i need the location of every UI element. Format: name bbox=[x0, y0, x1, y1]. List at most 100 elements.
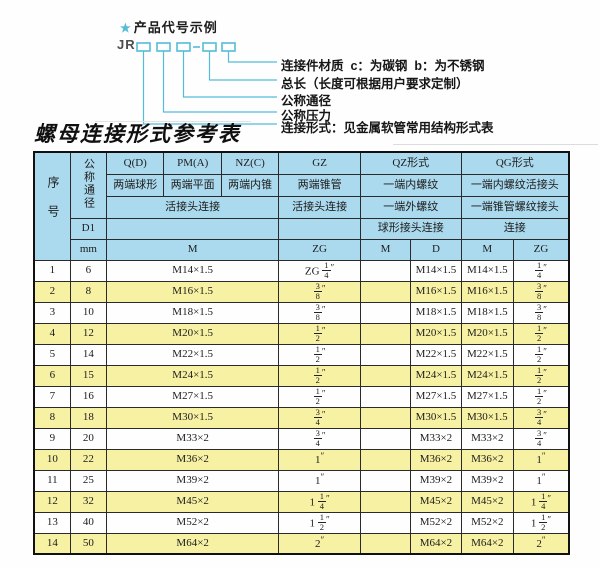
subheader-gz-joint: 活接头连接 bbox=[278, 195, 361, 219]
col-header-qz: QZ形式 bbox=[359, 151, 462, 175]
col-header-gz: GZ bbox=[278, 151, 361, 175]
cell-qg-zg: 3 4 ″ bbox=[513, 406, 570, 429]
col-header-q: Q(D) bbox=[106, 151, 165, 175]
cell-qz-m bbox=[359, 532, 412, 555]
diagram-heading-text: 产品代号示例 bbox=[133, 20, 218, 35]
cell-qz-d: M64×2 bbox=[410, 532, 462, 555]
header-row-5: mm M ZG M D M ZG bbox=[34, 238, 570, 261]
cell-qg-zg: 3 8 ″ bbox=[513, 301, 570, 324]
header-row-1: 序号 公称通径 Q(D) PM(A) NZ(C) GZ QZ形式 QG形式 bbox=[33, 151, 570, 261]
unit-zg-gz: ZG bbox=[278, 238, 361, 261]
header-row-2: 两端球形 两端平面 两端内锥 两端锥管 一端内螺纹 一端内螺纹活接头 bbox=[34, 173, 570, 197]
cell-qz-d: M22×1.5 bbox=[410, 343, 462, 366]
table-row: 9 20 M33×2 3 4 ″ M33×2 M33×2 3 4 ″ bbox=[33, 427, 570, 450]
cell-dn: 16 bbox=[69, 385, 108, 408]
page-title: 螺母连接形式参考表 bbox=[34, 121, 241, 146]
cell-qz-m bbox=[359, 490, 412, 513]
cell-qz-d: M20×1.5 bbox=[410, 322, 462, 345]
cell-no: 8 bbox=[33, 406, 71, 429]
cell-qg-m: M52×2 bbox=[460, 511, 515, 534]
cell-m: M27×1.5 bbox=[106, 385, 280, 408]
cell-qg-zg: 1 2 ″ bbox=[513, 385, 570, 408]
cell-qg-m: M20×1.5 bbox=[460, 322, 515, 345]
cell-qz-m bbox=[359, 301, 412, 324]
header-row-4: D1 球形接头连接 连接 bbox=[34, 217, 570, 240]
cell-qg-zg: 1 1 2 ″ bbox=[513, 511, 570, 534]
unit-m-qz: M bbox=[359, 238, 412, 261]
callout-label-length: 总长（长度可根据用户要求定制） bbox=[281, 77, 469, 91]
cell-no: 5 bbox=[33, 343, 71, 366]
table-row: 2 8 M16×1.5 3 8 ″ M16×1.5 M16×1.5 3 8 ″ bbox=[33, 280, 570, 303]
cell-qg-m: M39×2 bbox=[460, 469, 515, 492]
cell-no: 4 bbox=[33, 322, 71, 345]
code-box bbox=[176, 42, 191, 52]
col-header-d1: D1 bbox=[69, 217, 108, 240]
cell-qg-zg: 3 8 ″ bbox=[513, 280, 570, 303]
cell-m: M33×2 bbox=[106, 427, 280, 450]
cell-m: M52×2 bbox=[106, 511, 280, 534]
cell-qg-m: M30×1.5 bbox=[460, 406, 515, 429]
cell-qz-d: M24×1.5 bbox=[410, 364, 462, 387]
cell-no: 13 bbox=[33, 511, 71, 534]
star-icon: ★ bbox=[120, 21, 132, 35]
table-row: 1 6 M14×1.5 ZG 1 4 ″ M14×1.5 M14×1.5 1 4 ″ bbox=[33, 259, 570, 282]
cell-dn: 50 bbox=[69, 532, 108, 555]
table-row: 14 50 M64×2 2″ M64×2 M64×2 2″ bbox=[33, 532, 570, 555]
cell-qg-m: M16×1.5 bbox=[460, 280, 515, 303]
product-code-prefix: JR bbox=[117, 37, 136, 52]
cell-no: 6 bbox=[33, 364, 71, 387]
cell-zg: 3 8 ″ bbox=[278, 280, 361, 303]
cell-zg: 2″ bbox=[278, 532, 361, 555]
scan-artifact-line bbox=[393, 144, 598, 145]
callout-label-diameter: 公称通径 bbox=[281, 94, 332, 108]
callout-label-material: 连接件材质 c：为碳钢 b：为不锈钢 bbox=[281, 59, 485, 73]
subheader-left-joint: 活接头连接 bbox=[106, 195, 280, 219]
col-header-dn: 公称通径 bbox=[69, 151, 108, 219]
cell-qz-d: M36×2 bbox=[410, 448, 462, 471]
cell-no: 3 bbox=[33, 301, 71, 324]
cell-m: M16×1.5 bbox=[106, 280, 280, 303]
cell-no: 9 bbox=[33, 427, 71, 450]
table-body: 1 6 M14×1.5 ZG 1 4 ″ M14×1.5 M14×1.5 1 4 ″ 2 8 M16×1.… bbox=[33, 259, 570, 555]
callout-line bbox=[208, 51, 277, 81]
subheader-q: 两端球形 bbox=[106, 173, 165, 197]
table-row: 13 40 M52×2 1 1 2 ″ M52×2 M52×2 1 1 2 ″ bbox=[33, 511, 570, 534]
header-row-3: 活接头连接 活接头连接 一端外螺纹 一端锥管螺纹接头 bbox=[34, 195, 570, 219]
callout-line bbox=[142, 51, 277, 125]
cell-dn: 8 bbox=[69, 280, 108, 303]
col-header-qg: QG形式 bbox=[460, 151, 570, 175]
table-row: 12 32 M45×2 1 1 4 ″ M45×2 M45×2 1 1 4 ″ bbox=[33, 490, 570, 513]
cell-zg: 1 2 ″ bbox=[278, 343, 361, 366]
unit-zg-qg: ZG bbox=[513, 238, 570, 261]
subheader-qg: 一端内螺纹活接头 bbox=[460, 173, 570, 197]
cell-qz-m bbox=[359, 322, 412, 345]
cell-qz-d: M27×1.5 bbox=[410, 385, 462, 408]
cell-no: 11 bbox=[33, 469, 71, 492]
code-box bbox=[202, 42, 217, 52]
cell-m: M14×1.5 bbox=[106, 259, 280, 282]
cell-qz-m bbox=[359, 364, 412, 387]
cell-zg: 1″ bbox=[278, 469, 361, 492]
col-header-index: 序号 bbox=[33, 151, 71, 261]
cell-no: 2 bbox=[33, 280, 71, 303]
table-row: 7 16 M27×1.5 1 2 ″ M27×1.5 M27×1.5 1 2 ″ bbox=[33, 385, 570, 408]
cell-dn: 18 bbox=[69, 406, 108, 429]
cell-zg: 1 2 ″ bbox=[278, 364, 361, 387]
subheader-qz: 一端内螺纹 bbox=[359, 173, 462, 197]
cell-qz-d: M33×2 bbox=[410, 427, 462, 450]
cell-qz-m bbox=[359, 511, 412, 534]
cell-qg-zg: 1″ bbox=[513, 448, 570, 471]
cell-zg: 1 2 ″ bbox=[278, 385, 361, 408]
cell-qz-m bbox=[359, 427, 412, 450]
